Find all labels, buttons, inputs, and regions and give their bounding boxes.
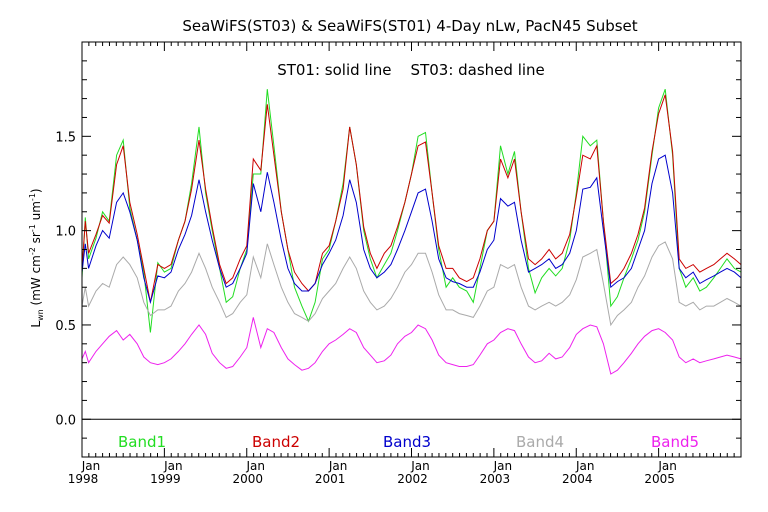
legend-label-band4: Band4 [516, 433, 564, 451]
chart-title: SeaWiFS(ST03) & SeaWiFS(ST01) 4-Day nLw,… [182, 17, 637, 35]
series-line-band4 [81, 241, 742, 327]
legend-label-band2: Band2 [252, 433, 300, 451]
x-tick-year-label: 2004 [562, 472, 593, 486]
x-tick-year-label: 1999 [150, 472, 181, 486]
x-tick-year-label: 2001 [315, 472, 346, 486]
y-tick-label: 1.5 [55, 130, 76, 145]
legend-label-band3: Band3 [383, 433, 431, 451]
x-tick-year-label: 2003 [480, 472, 511, 486]
y-tick-label: 0.5 [55, 319, 76, 334]
x-tick-month-label: Jan [657, 459, 677, 473]
x-tick-year-label: 2005 [644, 472, 675, 486]
x-tick-month-label: Jan [81, 459, 101, 473]
series-line-band3 [81, 154, 742, 305]
y-tick-label: 1.0 [55, 225, 76, 240]
x-tick-month-label: Jan [410, 459, 430, 473]
legend-layer: Band1 Band2 Band3 Band4 Band5 [118, 433, 699, 451]
x-tick-month-label: Jan [575, 459, 595, 473]
chart-subtitle: ST01: solid line ST03: dashed line [277, 61, 545, 79]
x-tick-year-label: 1998 [68, 472, 99, 486]
x-tick-year-label: 2000 [232, 472, 263, 486]
y-axis-label: Lwn (mW cm-2 sr-1 um-1) [28, 188, 45, 327]
series-line-band2 [81, 94, 742, 303]
x-tick-month-label: Jan [163, 459, 183, 473]
axes-layer: 0.00.51.01.5Jan1998Jan1999Jan2000Jan2001… [55, 41, 742, 486]
x-tick-month-label: Jan [328, 459, 348, 473]
x-tick-month-label: Jan [493, 459, 513, 473]
y-tick-label: 0.0 [55, 413, 76, 428]
series-line-band5 [81, 317, 742, 375]
legend-label-band5: Band5 [651, 433, 699, 451]
x-tick-month-label: Jan [246, 459, 266, 473]
series-layer [81, 89, 742, 375]
x-tick-year-label: 2002 [397, 472, 428, 486]
legend-label-band1: Band1 [118, 433, 166, 451]
